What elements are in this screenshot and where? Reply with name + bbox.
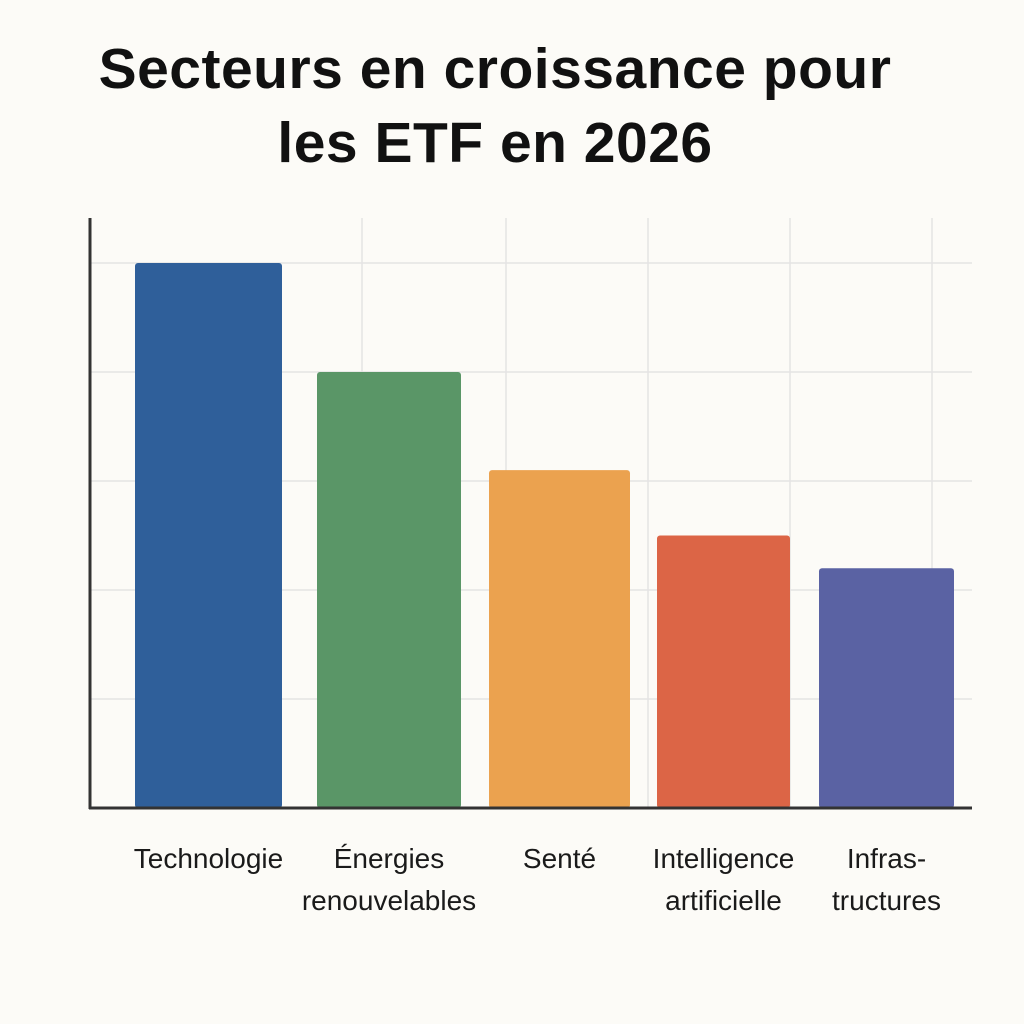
chart-title: Secteurs en croissance pour les ETF en 2… xyxy=(0,32,990,180)
chart-title-line-2: les ETF en 2026 xyxy=(277,111,713,175)
bar-3 xyxy=(657,535,790,808)
bar-4 xyxy=(819,568,954,808)
x-tick-label: Senté xyxy=(523,843,596,874)
chart-title-line-1: Secteurs en croissance pour xyxy=(98,37,892,101)
bar-2 xyxy=(489,470,630,808)
x-tick-label: Énergies xyxy=(334,843,445,874)
x-tick-label: Intelligence xyxy=(653,843,795,874)
x-tick-label: tructures xyxy=(832,885,941,916)
bar-0 xyxy=(135,263,282,808)
x-tick-label: renouvelables xyxy=(302,885,476,916)
bar-1 xyxy=(317,372,461,808)
x-tick-label: Technologie xyxy=(134,843,283,874)
x-tick-label: artificielle xyxy=(665,885,782,916)
x-tick-label: Infras- xyxy=(847,843,926,874)
